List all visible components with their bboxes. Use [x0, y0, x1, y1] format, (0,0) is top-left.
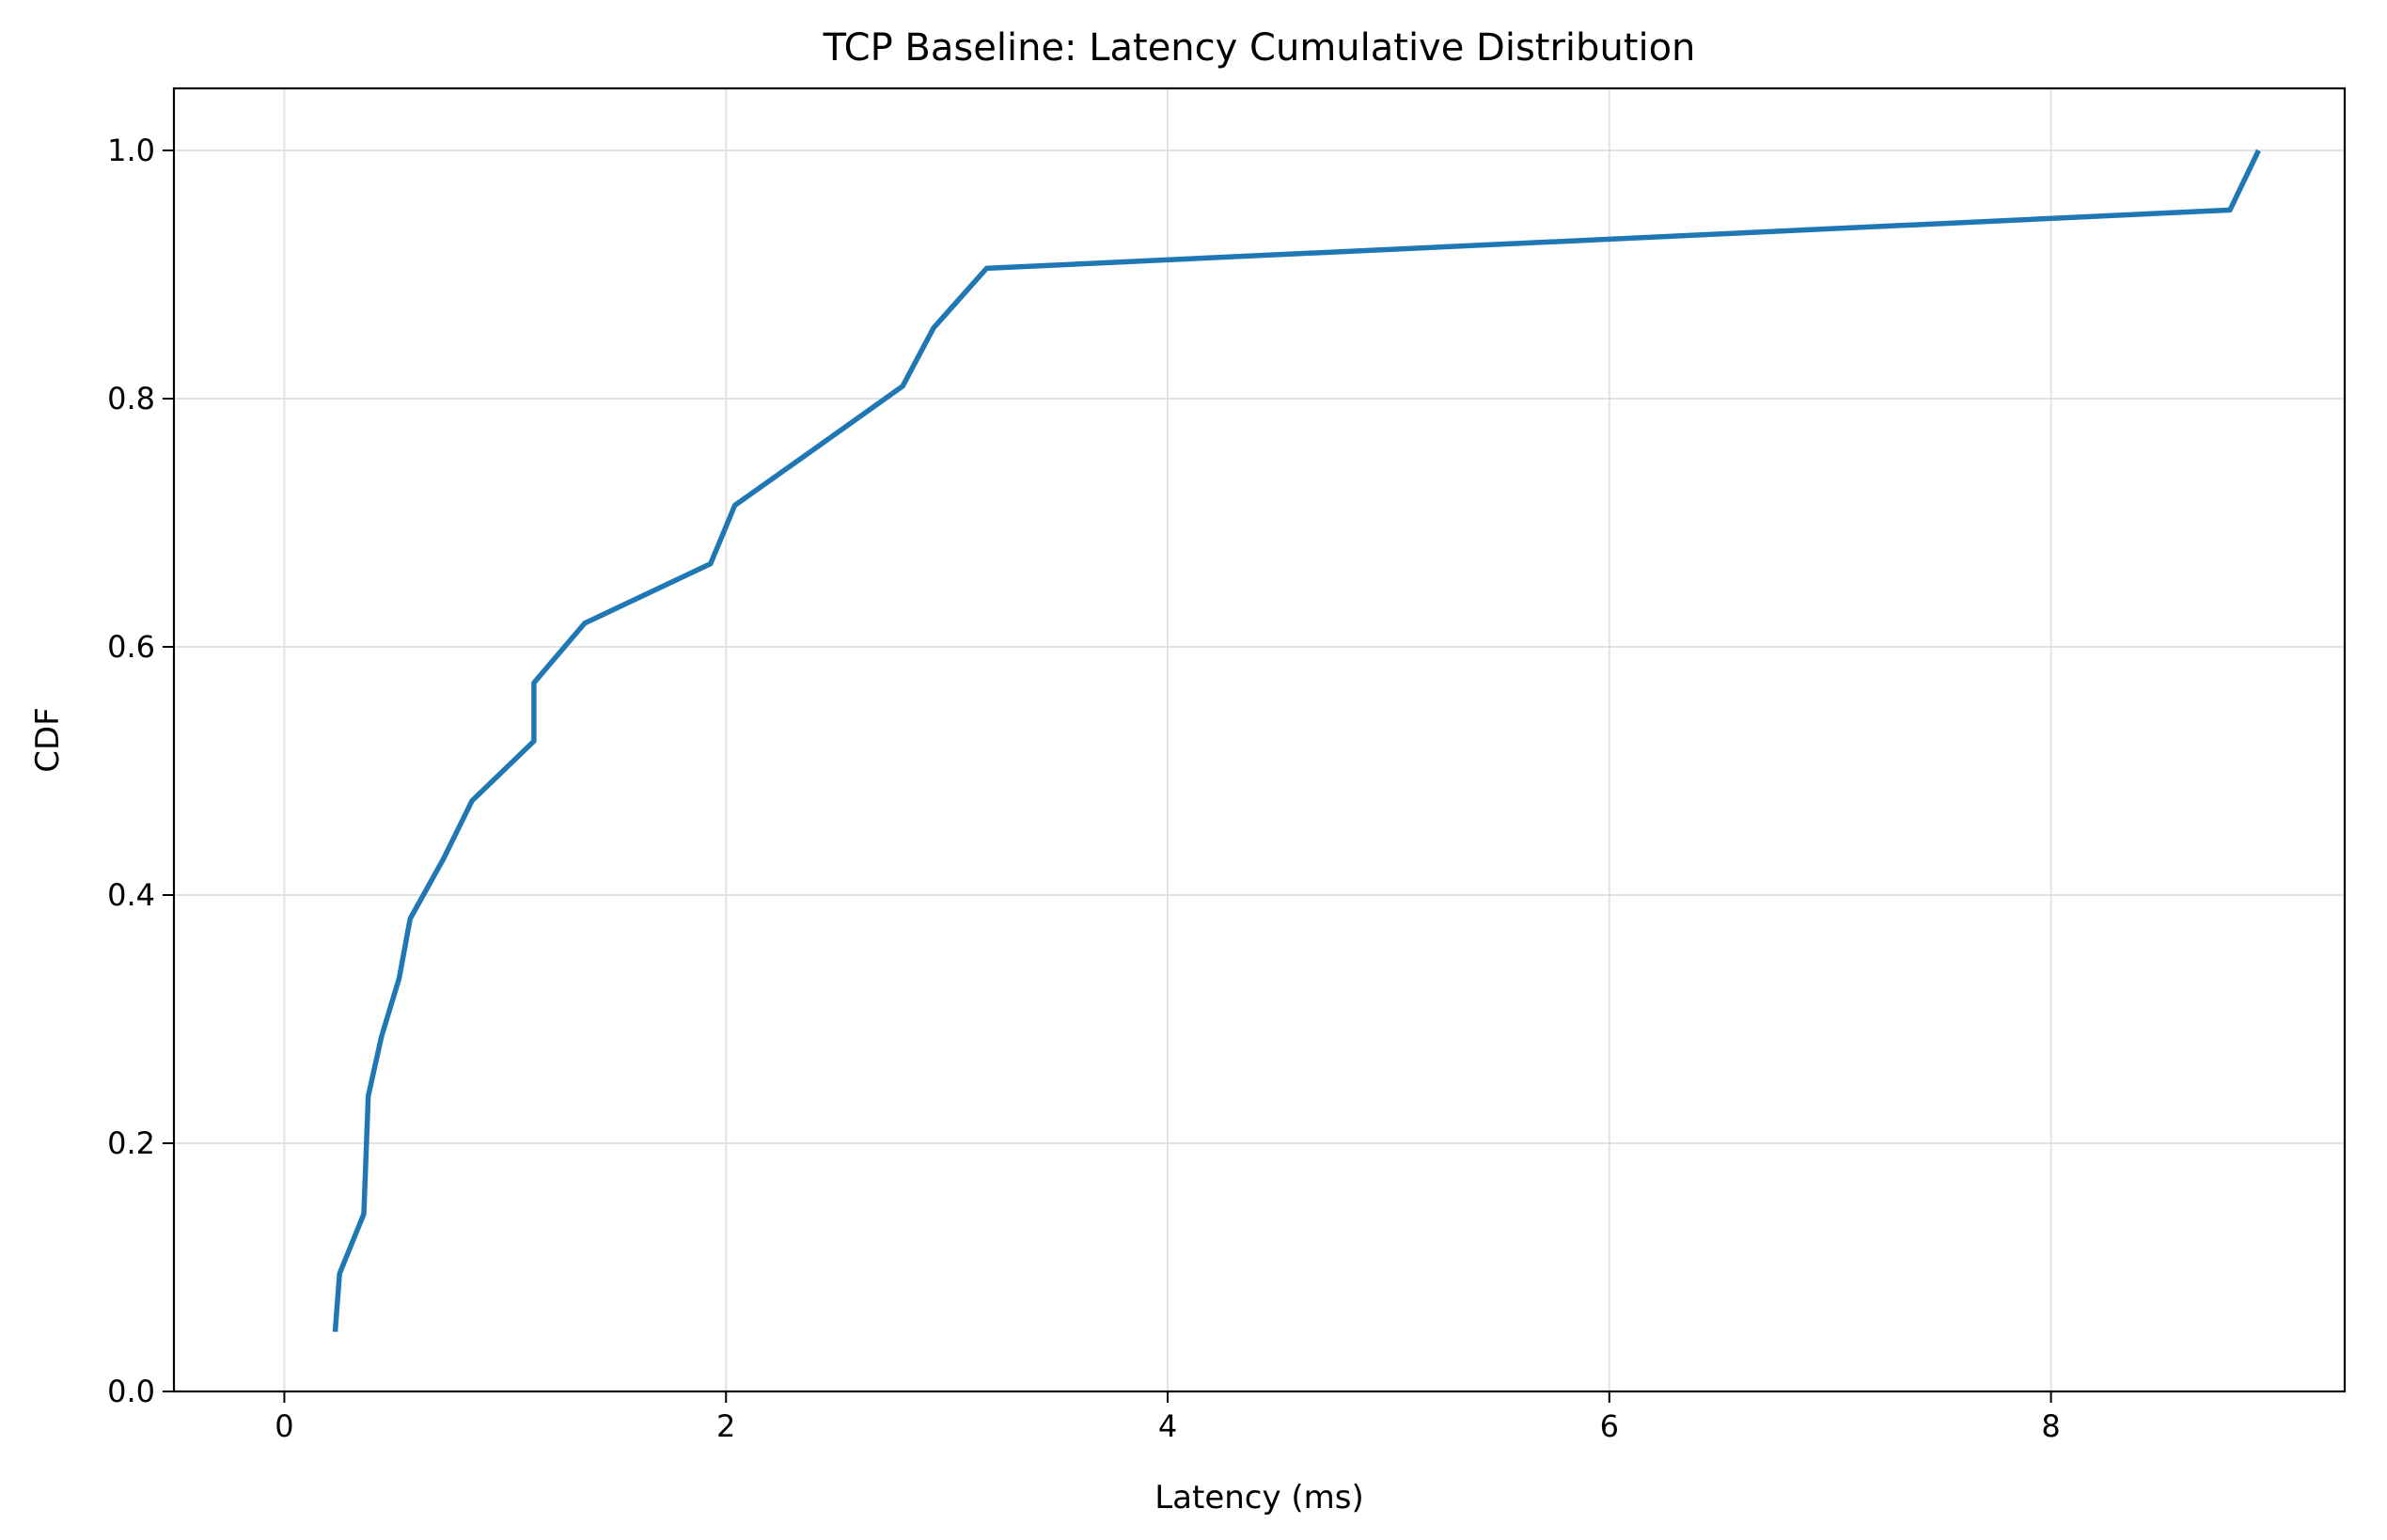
x-tick-label: 0: [275, 1408, 293, 1444]
y-tick-label: 1.0: [107, 133, 155, 168]
cdf-series-line: [332, 149, 2261, 1332]
x-axis-title: Latency (ms): [1154, 1479, 1364, 1516]
y-tick-label: 0.2: [107, 1125, 155, 1161]
x-tick-label: 2: [716, 1408, 735, 1444]
y-tick-label: 0.8: [107, 381, 155, 416]
y-tick-label: 0.0: [107, 1374, 155, 1409]
x-tick-label: 8: [2041, 1408, 2060, 1444]
y-tick-label: 0.6: [107, 629, 155, 665]
x-tick-label: 4: [1158, 1408, 1177, 1444]
y-tick-label: 0.4: [107, 877, 155, 913]
y-axis-title: CDF: [29, 707, 67, 772]
series-layer: [332, 149, 2261, 1332]
plot-frame: [172, 86, 2347, 1393]
ticks: 0 2 4 6 8 0.0 0.2 0.4 0.6 0.8 1.0: [107, 133, 2061, 1444]
chart-title: TCP Baseline: Latency Cumulative Distrib…: [823, 26, 1696, 70]
x-tick-label: 6: [1600, 1408, 1619, 1444]
